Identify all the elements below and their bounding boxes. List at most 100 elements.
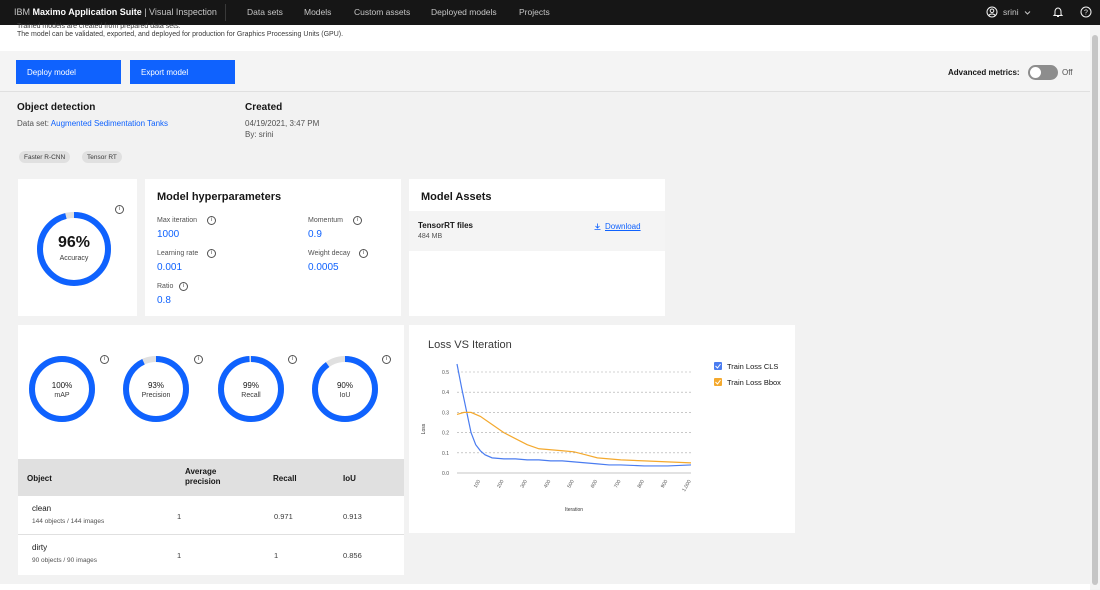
iou-ring-fill bbox=[312, 356, 378, 422]
x-tick-label: 100 bbox=[473, 479, 482, 489]
brand-bold: Maximo Application Suite bbox=[32, 7, 142, 17]
export-model-button[interactable]: Export model bbox=[130, 60, 235, 84]
row-object: dirty bbox=[32, 543, 48, 552]
hp-value-ratio: 0.8 bbox=[157, 295, 171, 306]
info-icon[interactable]: i bbox=[359, 249, 368, 258]
toggle-state-label: Off bbox=[1062, 68, 1073, 77]
y-axis-label: Loss bbox=[421, 423, 427, 434]
nav-data-sets[interactable]: Data sets bbox=[247, 7, 283, 17]
row-ap: 1 bbox=[177, 512, 182, 521]
hp-value-learning-rate: 0.001 bbox=[157, 262, 183, 273]
map-value: 100% bbox=[51, 381, 73, 390]
hyperparameters-title: Model hyperparameters bbox=[157, 191, 282, 203]
x-tick-label: 800 bbox=[637, 479, 646, 489]
precision-ring-fill bbox=[123, 356, 189, 422]
iou-value: 90% bbox=[336, 381, 353, 390]
user-avatar-icon bbox=[986, 6, 998, 18]
row-iou: 0.913 bbox=[343, 512, 362, 521]
precision-label: Precision bbox=[141, 392, 171, 399]
row-ap: 1 bbox=[177, 551, 182, 560]
nav-divider bbox=[225, 4, 226, 21]
recall-ring-fill bbox=[218, 356, 284, 422]
row-object: clean bbox=[32, 504, 52, 513]
advanced-metrics-label: Advanced metrics: bbox=[948, 68, 1020, 77]
x-tick-label: 300 bbox=[520, 479, 529, 489]
table-row: clean 144 objects / 144 images 1 0.971 0… bbox=[18, 496, 404, 535]
model-assets-title: Model Assets bbox=[421, 191, 492, 203]
y-tick-label: 0.2 bbox=[442, 431, 449, 437]
dataset-line: Data set: Augmented Sedimentation Tanks bbox=[17, 119, 168, 128]
series-line-2 bbox=[456, 411, 692, 464]
notification-bell-icon[interactable] bbox=[1050, 4, 1066, 20]
x-tick-label: 1,000 bbox=[681, 479, 693, 493]
info-icon[interactable]: i bbox=[207, 216, 216, 225]
nav-projects[interactable]: Projects bbox=[519, 7, 550, 17]
loss-chart: 0.0 0.1 0.2 0.3 0.4 0.5 100 200 300 400 500 600 700 8… bbox=[421, 362, 781, 513]
hp-label-ratio: Ratio bbox=[157, 283, 174, 290]
model-type: Object detection bbox=[17, 102, 96, 113]
product-name[interactable]: IBM Maximo Application Suite | Visual In… bbox=[14, 7, 217, 17]
row-recall: 0.971 bbox=[274, 512, 293, 521]
precision-value: 93% bbox=[147, 381, 164, 390]
chevron-down-icon bbox=[1024, 10, 1030, 15]
accuracy-card: i 96% Accuracy bbox=[18, 179, 137, 316]
user-menu[interactable]: srini bbox=[986, 6, 1031, 18]
created-date: 04/19/2021, 3:47 PM bbox=[245, 119, 320, 128]
y-tick-label: 0.4 bbox=[442, 390, 449, 396]
brand-prefix: IBM bbox=[14, 7, 33, 17]
x-axis-label: Iteration bbox=[565, 507, 583, 513]
col-iou[interactable]: IoU bbox=[343, 474, 356, 483]
recall-label: Recall bbox=[241, 392, 261, 399]
col-recall[interactable]: Recall bbox=[273, 474, 297, 483]
accuracy-label: Accuracy bbox=[59, 255, 89, 262]
main-content: Object detection Data set: Augmented Sed… bbox=[0, 91, 1090, 590]
scrollbar-thumb[interactable] bbox=[1092, 35, 1098, 585]
deploy-model-button[interactable]: Deploy model bbox=[16, 60, 121, 84]
y-tick-label: 0.3 bbox=[442, 410, 449, 416]
nav-models[interactable]: Models bbox=[304, 7, 332, 17]
metrics-card: i i i i 100% mAP 93% Precision 99% Recal… bbox=[18, 325, 404, 575]
download-icon bbox=[594, 223, 601, 230]
hp-value-weight-decay: 0.0005 bbox=[308, 262, 339, 273]
y-tick-label: 0.5 bbox=[442, 370, 449, 376]
row-recall: 1 bbox=[274, 551, 279, 560]
info-icon[interactable]: i bbox=[194, 355, 203, 364]
advanced-metrics-toggle[interactable] bbox=[1028, 65, 1058, 80]
info-icon[interactable]: i bbox=[382, 355, 391, 364]
x-tick-label: 200 bbox=[496, 479, 505, 489]
info-icon[interactable]: i bbox=[179, 282, 188, 291]
col-average-precision[interactable]: Average precision bbox=[185, 467, 221, 486]
scrollbar[interactable] bbox=[1090, 25, 1100, 589]
row-count: 90 objects / 90 images bbox=[32, 557, 98, 564]
footer-band bbox=[0, 584, 1090, 590]
legend-checkbox[interactable] bbox=[714, 362, 722, 370]
info-icon[interactable]: i bbox=[353, 216, 362, 225]
row-count: 144 objects / 144 images bbox=[32, 518, 105, 525]
x-tick-label: 600 bbox=[590, 479, 599, 489]
accuracy-value: 96% bbox=[57, 234, 91, 251]
nav-deployed-models[interactable]: Deployed models bbox=[431, 7, 497, 17]
info-icon[interactable]: i bbox=[207, 249, 216, 258]
series-line-1 bbox=[456, 363, 692, 467]
dataset-link[interactable]: Augmented Sedimentation Tanks bbox=[50, 119, 169, 128]
nav-custom-assets[interactable]: Custom assets bbox=[354, 7, 411, 17]
page-header: Trained models are created from prepared… bbox=[0, 23, 1090, 51]
help-icon[interactable]: ? bbox=[1078, 4, 1094, 20]
info-icon[interactable]: i bbox=[115, 205, 124, 214]
x-tick-label: 700 bbox=[613, 479, 622, 489]
info-icon[interactable]: i bbox=[288, 355, 297, 364]
asset-size: 484 MB bbox=[418, 233, 443, 240]
loss-chart-card: Loss VS Iteration 0.0 0.1 0.2 0.3 0.4 0.5 100 2… bbox=[409, 325, 795, 533]
hp-value-max-iteration: 1000 bbox=[157, 229, 180, 240]
col-object[interactable]: Object bbox=[27, 474, 52, 483]
info-icon[interactable]: i bbox=[100, 355, 109, 364]
legend-checkbox[interactable] bbox=[714, 378, 722, 386]
description-line-2: The model can be validated, exported, an… bbox=[17, 31, 344, 38]
hp-value-momentum: 0.9 bbox=[308, 229, 322, 240]
legend-label: Train Loss Bbox bbox=[727, 378, 781, 387]
legend-label: Train Loss CLS bbox=[727, 362, 778, 371]
download-link[interactable]: Download bbox=[594, 222, 641, 231]
y-tick-label: 0.1 bbox=[442, 451, 449, 457]
recall-value: 99% bbox=[242, 381, 259, 390]
tag-tensor-rt: Tensor RT bbox=[82, 151, 122, 163]
